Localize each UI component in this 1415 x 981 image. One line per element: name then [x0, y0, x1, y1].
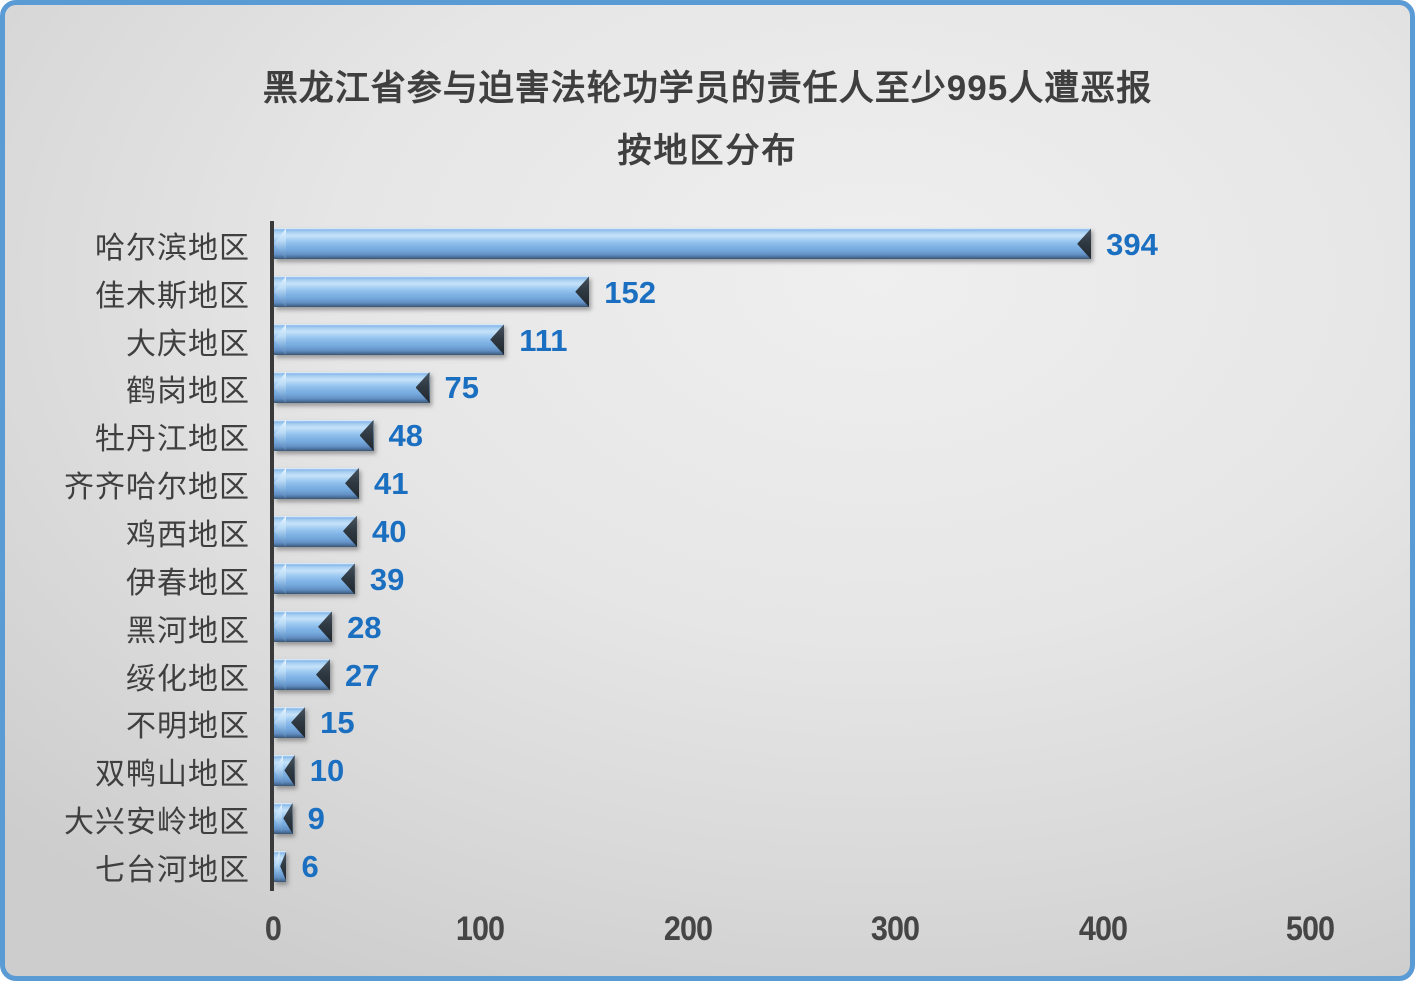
bar-row: 大庆地区 111 [5, 317, 1410, 365]
x-tick-label: 200 [663, 910, 713, 948]
bar-end-cap [342, 515, 357, 547]
bar-left-bevel [274, 563, 286, 595]
category-label: 牡丹江地区 [95, 423, 250, 457]
bar [274, 467, 360, 499]
bar-rows: 哈尔滨地区 394 佳木斯地区 152 大庆地区 111 鹤岗地区 75 牡丹江地区 48 齐齐哈尔… [5, 221, 1410, 891]
chart-title: 黑龙江省参与迫害法轮功学员的责任人至少995人遭恶报 [262, 69, 1153, 108]
bar-row: 大兴安岭地区 9 [5, 795, 1410, 843]
category-label: 齐齐哈尔地区 [64, 471, 250, 505]
value-label: 394 [1106, 226, 1158, 262]
bar-row: 七台河地区 6 [5, 843, 1410, 891]
bar-end-cap [490, 324, 505, 356]
x-tick-label: 0 [264, 910, 282, 948]
bar-end-cap [280, 850, 287, 882]
bar-end-cap [284, 754, 295, 786]
bar [274, 754, 295, 786]
bar [274, 515, 357, 547]
bar-end-cap [291, 706, 306, 738]
bar [274, 659, 330, 691]
bar-row: 不明地区 15 [5, 700, 1410, 748]
value-label: 39 [369, 561, 405, 597]
bar [274, 611, 333, 643]
bar [274, 419, 374, 451]
value-label: 48 [388, 418, 424, 454]
bar-row: 伊春地区 39 [5, 556, 1410, 604]
value-label: 41 [374, 466, 409, 502]
bar-end-cap [345, 467, 360, 499]
category-label: 大兴安岭地区 [64, 806, 250, 840]
bar-row: 黑河地区 28 [5, 604, 1410, 652]
bar-row: 佳木斯地区 152 [5, 269, 1410, 317]
value-label: 152 [604, 274, 656, 310]
value-label: 75 [444, 370, 480, 406]
bar-row: 双鸭山地区 10 [5, 747, 1410, 795]
bar-left-bevel [274, 276, 286, 308]
category-label: 哈尔滨地区 [95, 231, 250, 265]
bar [274, 371, 430, 403]
value-label: 27 [344, 657, 380, 693]
bar-end-cap [359, 419, 374, 451]
bar [274, 228, 1092, 260]
bar-left-bevel [274, 228, 286, 260]
category-label: 七台河地区 [95, 854, 250, 888]
x-axis-tick-labels: 0 100 200 300 400 500 [5, 910, 1410, 960]
bar-end-cap [415, 371, 430, 403]
bar-end-cap [283, 802, 293, 834]
value-label: 15 [320, 705, 355, 741]
category-label: 双鸭山地区 [95, 758, 250, 792]
bar [274, 706, 306, 738]
value-label: 111 [519, 322, 568, 358]
bar-row: 绥化地区 27 [5, 652, 1410, 700]
bar-left-bevel [274, 515, 286, 547]
bar-left-bevel [274, 419, 286, 451]
bar-left-bevel [274, 611, 286, 643]
x-tick-label: 300 [871, 910, 920, 948]
x-tick-label: 400 [1078, 910, 1127, 948]
bar [274, 324, 505, 356]
chart-subtitle: 按地区分布 [617, 132, 798, 170]
bar-end-cap [1077, 228, 1092, 260]
x-tick-label: 500 [1285, 910, 1335, 948]
category-label: 鹤岗地区 [126, 375, 250, 409]
bar [274, 850, 287, 882]
bar-end-cap [318, 611, 333, 643]
bar-left-bevel [274, 706, 286, 738]
category-label: 佳木斯地区 [95, 279, 250, 313]
category-label: 绥化地区 [126, 662, 250, 696]
bar-left-bevel [274, 371, 286, 403]
bar-left-bevel [274, 324, 286, 356]
value-label: 9 [307, 801, 325, 837]
value-label: 28 [347, 609, 382, 645]
bar [274, 276, 590, 308]
plot-area: 哈尔滨地区 394 佳木斯地区 152 大庆地区 111 鹤岗地区 75 牡丹江地区 48 齐齐哈尔… [5, 5, 1410, 976]
bar [274, 802, 293, 834]
value-label: 40 [371, 514, 407, 550]
bar-row: 哈尔滨地区 394 [5, 221, 1410, 269]
bar-end-cap [340, 563, 355, 595]
bar-row: 鹤岗地区 75 [5, 365, 1410, 413]
category-label: 黑河地区 [126, 614, 250, 648]
bar-end-cap [315, 659, 330, 691]
category-label: 不明地区 [126, 710, 250, 744]
bar-left-bevel [274, 659, 286, 691]
category-label: 大庆地区 [126, 327, 250, 361]
bar-row: 鸡西地区 40 [5, 508, 1410, 556]
y-axis-line [270, 221, 274, 891]
value-label: 6 [301, 849, 319, 885]
category-label: 伊春地区 [126, 566, 250, 600]
value-label: 10 [309, 753, 345, 789]
bar [274, 563, 355, 595]
x-tick-label: 100 [456, 910, 505, 948]
bar-left-bevel [274, 467, 286, 499]
bar-left-bevel [274, 802, 283, 834]
category-label: 鸡西地区 [126, 519, 250, 553]
bar-row: 牡丹江地区 48 [5, 412, 1410, 460]
bar-row: 齐齐哈尔地区 41 [5, 460, 1410, 508]
bar-left-bevel [274, 754, 284, 786]
bar-left-bevel [274, 850, 280, 882]
bar-end-cap [575, 276, 590, 308]
